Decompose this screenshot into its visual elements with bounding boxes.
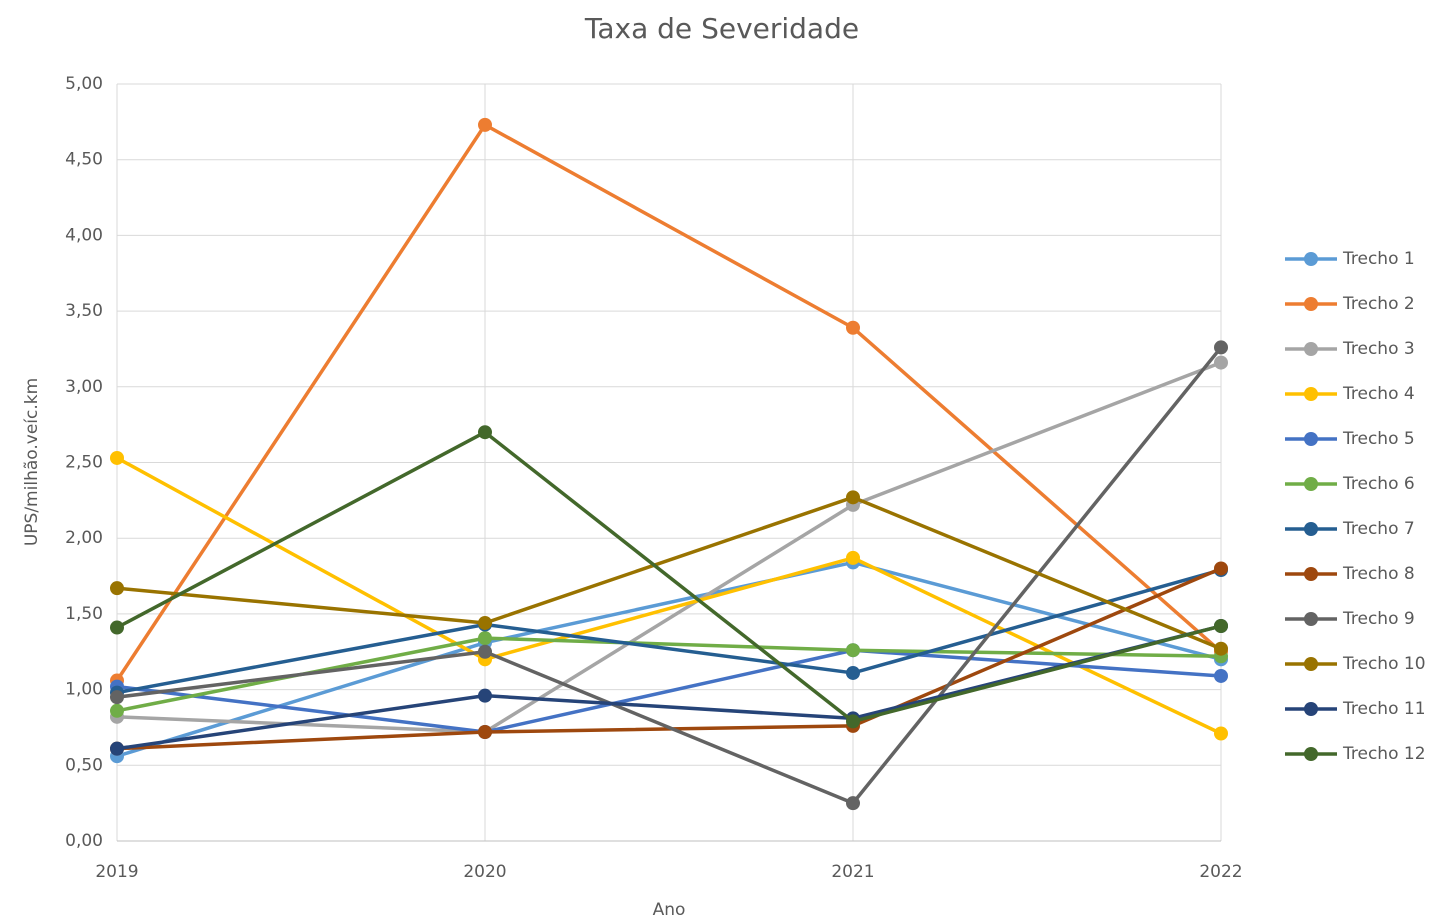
x-tick-label: 2019 — [95, 862, 138, 882]
marker — [110, 581, 124, 596]
marker — [478, 688, 492, 703]
marker — [1214, 619, 1228, 634]
series-line — [116, 566, 1222, 751]
marker — [1214, 340, 1228, 355]
y-tick-label: 1,00 — [65, 680, 103, 700]
marker — [110, 741, 124, 756]
y-tick-label: 5,00 — [65, 74, 103, 94]
legend-marker — [1304, 567, 1318, 581]
x-axis-title: Ano — [653, 900, 686, 920]
y-axis-title: UPS/milhão.veíc.km — [22, 378, 42, 546]
legend-label: Trecho 2 — [1342, 294, 1415, 314]
marker — [110, 703, 124, 718]
legend-label: Trecho 3 — [1342, 339, 1415, 359]
marker — [110, 620, 124, 635]
series-line — [116, 568, 1222, 695]
marker — [846, 643, 860, 658]
legend-marker — [1304, 342, 1318, 356]
legend-label: Trecho 9 — [1342, 609, 1415, 629]
marker — [846, 665, 860, 680]
marker — [110, 450, 124, 465]
series-line — [115, 123, 1223, 682]
x-tick-label: 2021 — [831, 862, 874, 882]
legend-marker — [1304, 522, 1318, 536]
y-tick-label: 0,50 — [65, 755, 103, 775]
marker — [478, 644, 492, 659]
x-tick-label: 2020 — [463, 862, 506, 882]
y-tick-label: 4,00 — [65, 225, 103, 245]
y-tick-label: 2,50 — [65, 453, 103, 473]
marker — [846, 796, 860, 811]
legend-label: Trecho 4 — [1342, 384, 1415, 404]
marker — [1214, 668, 1228, 683]
legend-label: Trecho 7 — [1342, 519, 1415, 539]
marker — [1214, 355, 1228, 370]
legend-marker — [1304, 657, 1318, 671]
marker — [846, 550, 860, 565]
series-line — [116, 648, 1222, 734]
marker — [478, 615, 492, 630]
series-line — [116, 360, 1222, 734]
legend-label: Trecho 5 — [1342, 429, 1415, 449]
y-tick-label: 3,50 — [65, 301, 103, 321]
legend-marker — [1304, 297, 1318, 311]
marker — [846, 320, 860, 335]
marker — [478, 631, 492, 646]
legend-marker — [1304, 387, 1318, 401]
series-line — [116, 560, 1222, 758]
y-tick-label: 0,00 — [65, 831, 103, 851]
series-line — [116, 430, 1222, 724]
marker — [478, 425, 492, 440]
chart-title: Taxa de Severidade — [584, 12, 859, 45]
x-tick-label: 2022 — [1199, 862, 1242, 882]
y-tick-label: 4,50 — [65, 150, 103, 170]
legend-marker — [1304, 702, 1318, 716]
legend-marker — [1304, 612, 1318, 626]
marker — [1214, 641, 1228, 656]
legend-marker — [1304, 432, 1318, 446]
legend-label: Trecho 10 — [1342, 654, 1426, 674]
legend-label: Trecho 8 — [1342, 564, 1415, 584]
legend-label: Trecho 12 — [1342, 744, 1426, 764]
marker — [478, 724, 492, 739]
y-tick-label: 1,50 — [65, 604, 103, 624]
marker — [1214, 726, 1228, 741]
legend-marker — [1304, 747, 1318, 761]
marker — [478, 117, 492, 132]
marker — [846, 490, 860, 505]
legend-label: Trecho 6 — [1342, 474, 1415, 494]
y-tick-label: 3,00 — [65, 377, 103, 397]
legend-label: Trecho 11 — [1342, 699, 1426, 719]
legend-marker — [1304, 477, 1318, 491]
legend-marker — [1304, 252, 1318, 266]
series-line — [116, 495, 1222, 651]
legend-label: Trecho 1 — [1342, 249, 1415, 269]
marker — [1214, 561, 1228, 576]
marker — [110, 690, 124, 705]
series-line — [116, 346, 1223, 805]
y-tick-label: 2,00 — [65, 528, 103, 548]
marker — [846, 714, 860, 729]
